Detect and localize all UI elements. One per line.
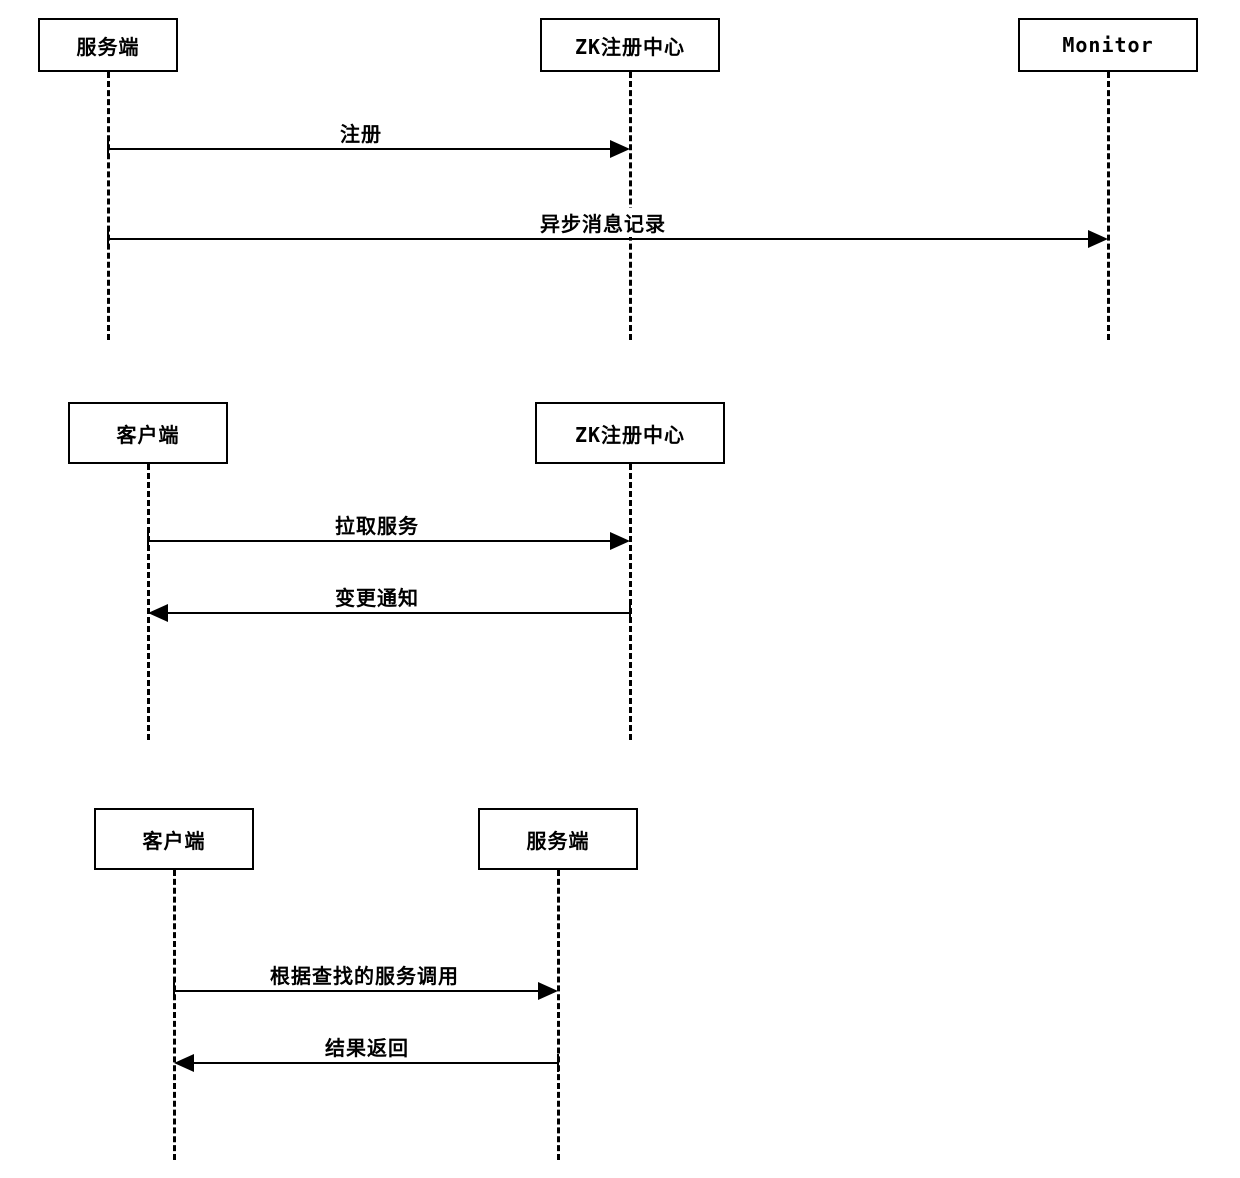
message-label: 变更通知	[335, 582, 419, 611]
lifeline-dash-zk2	[629, 464, 632, 740]
message-label: 结果返回	[325, 1032, 409, 1061]
message-line	[174, 990, 538, 992]
message-line	[194, 1062, 558, 1064]
lifeline-box-client: 客户端	[68, 402, 228, 464]
lifeline-box-server2: 服务端	[478, 808, 638, 870]
message-label: 异步消息记录	[540, 208, 666, 237]
lifeline-box-zk2: ZK注册中心	[535, 402, 725, 464]
lifeline-label: 客户端	[143, 825, 206, 854]
message-line	[148, 540, 610, 542]
lifeline-box-zk: ZK注册中心	[540, 18, 720, 72]
lifeline-label: Monitor	[1062, 33, 1153, 57]
message-start-tick	[629, 604, 631, 622]
arrowhead-icon	[538, 982, 558, 1000]
message-start-tick	[557, 1054, 559, 1072]
lifeline-dash-server2	[557, 870, 560, 1160]
lifeline-label: 客户端	[117, 419, 180, 448]
message-start-tick	[107, 140, 109, 158]
message-label: 根据查找的服务调用	[270, 960, 459, 989]
arrowhead-icon	[610, 140, 630, 158]
lifeline-box-server: 服务端	[38, 18, 178, 72]
lifeline-dash-client	[147, 464, 150, 740]
message-start-tick	[107, 230, 109, 248]
message-start-tick	[173, 982, 175, 1000]
message-line	[108, 148, 610, 150]
arrowhead-icon	[1088, 230, 1108, 248]
lifeline-box-client2: 客户端	[94, 808, 254, 870]
message-line	[108, 238, 1088, 240]
message-start-tick	[147, 532, 149, 550]
lifeline-label: ZK注册中心	[575, 31, 685, 60]
lifeline-label: 服务端	[527, 825, 590, 854]
message-label: 拉取服务	[335, 510, 419, 539]
arrowhead-icon	[148, 604, 168, 622]
lifeline-dash-server	[107, 72, 110, 340]
lifeline-box-monitor: Monitor	[1018, 18, 1198, 72]
lifeline-dash-monitor	[1107, 72, 1110, 340]
message-line	[168, 612, 630, 614]
lifeline-dash-client2	[173, 870, 176, 1160]
lifeline-dash-zk	[629, 72, 632, 340]
message-label: 注册	[340, 118, 382, 147]
diagram-canvas: 服务端 ZK注册中心 Monitor 注册异步消息记录客户端 ZK注册中心拉取服务变更通…	[0, 0, 1240, 1178]
lifeline-label: 服务端	[77, 31, 140, 60]
arrowhead-icon	[610, 532, 630, 550]
arrowhead-icon	[174, 1054, 194, 1072]
lifeline-label: ZK注册中心	[575, 419, 685, 448]
